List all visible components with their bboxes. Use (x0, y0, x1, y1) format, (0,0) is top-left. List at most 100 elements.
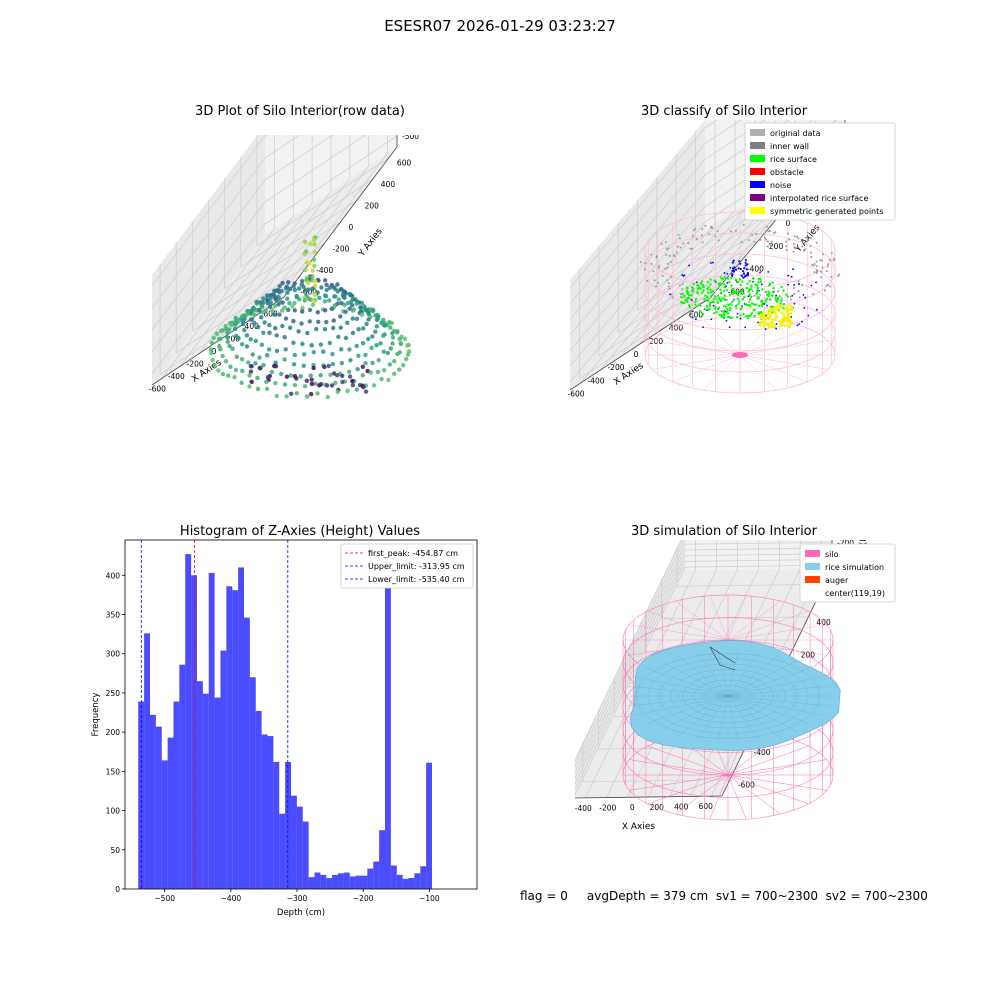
legend-label: interpolated rice surface (770, 194, 868, 203)
rice-point (732, 298, 736, 301)
rice-point (696, 284, 699, 287)
rice-point (760, 304, 764, 308)
data-point (311, 257, 317, 262)
silo-center (732, 352, 748, 358)
symmetric-point (788, 303, 792, 307)
noise-point (787, 274, 790, 277)
data-point (227, 343, 232, 349)
data-point (264, 293, 270, 298)
gridline (574, 566, 686, 796)
rice-point (681, 292, 684, 295)
data-point (304, 288, 309, 294)
y-tick-label: 400 (106, 571, 121, 580)
silo-floor-line (709, 774, 729, 820)
plot4-3d-simulation: -400-20002004006006004002000-200-400-600… (574, 540, 896, 832)
original-point (643, 268, 646, 271)
data-point (230, 346, 235, 351)
data-point (350, 308, 356, 313)
data-point (310, 302, 316, 308)
data-point (395, 351, 400, 357)
symmetric-point (790, 320, 794, 324)
data-point (364, 321, 369, 327)
legend-frame (799, 543, 896, 603)
data-point (309, 391, 314, 397)
rice-point (770, 294, 774, 297)
rice-point (756, 284, 759, 287)
rice-point (782, 289, 785, 292)
data-point (277, 312, 282, 317)
silo-top-line (727, 600, 781, 641)
gridline (574, 555, 686, 784)
original-point (793, 235, 796, 238)
original-point (655, 255, 658, 258)
original-point (826, 265, 829, 268)
rice-point (756, 287, 759, 290)
silo-floor-line (727, 774, 809, 805)
data-point (374, 324, 379, 329)
data-point (288, 286, 293, 292)
data-point (254, 301, 260, 306)
noise-point (681, 274, 684, 276)
histogram-bar (396, 874, 403, 889)
gridline (684, 541, 833, 545)
original-point (664, 267, 667, 270)
original-point (815, 269, 818, 272)
rice-point (706, 291, 710, 294)
rice-point (709, 295, 713, 298)
noise-point (706, 309, 708, 312)
original-point (789, 298, 792, 301)
y-axis-label: Frequency (91, 693, 101, 737)
rice-mesh-line (727, 650, 760, 697)
original-point (650, 262, 653, 265)
histogram-bar (208, 572, 215, 889)
noise-point (742, 272, 746, 275)
rice-point (721, 278, 725, 281)
gridline (574, 561, 686, 790)
rice-point (748, 293, 752, 296)
data-point (236, 335, 241, 341)
histogram-bar (255, 710, 262, 889)
x-tick-label: -400 (168, 372, 185, 381)
rice-point (742, 292, 745, 295)
data-point (313, 381, 318, 386)
noise-point (793, 302, 796, 305)
rice-point (741, 298, 745, 301)
rice-point (692, 282, 696, 286)
original-point (796, 235, 799, 238)
rice-point (736, 280, 740, 284)
y-tick-label: 200 (106, 728, 121, 737)
noise-point (760, 283, 763, 286)
original-point (759, 238, 762, 241)
rice-point (767, 294, 770, 298)
rice-mesh-line (627, 685, 729, 697)
y-tick-label: 200 (365, 202, 380, 211)
legend-swatch (750, 168, 765, 175)
data-point (264, 386, 270, 392)
histogram-bar (167, 737, 174, 889)
original-point (689, 247, 692, 250)
data-point (336, 334, 341, 339)
rice-mesh-line (696, 695, 729, 742)
silo-floor-line (652, 340, 741, 356)
data-point (260, 304, 265, 310)
data-point (405, 352, 411, 357)
data-point (297, 297, 302, 302)
original-point (774, 296, 777, 299)
data-point (291, 318, 296, 324)
data-point (361, 384, 366, 390)
rice-point (753, 314, 756, 318)
original-point (729, 230, 732, 233)
data-point (350, 316, 355, 321)
plot3-histogram: −500 −400 −300 −200 −100 0 50 100 150 200 250 300 35… (91, 539, 478, 918)
data-point (292, 300, 297, 306)
original-point (751, 234, 754, 237)
rice-point (757, 277, 761, 281)
rice-point (716, 300, 719, 303)
y-tick-label: 100 (106, 807, 121, 816)
noise-point (791, 294, 794, 297)
gridline (151, 135, 266, 287)
rice-mesh-line (727, 695, 829, 707)
histogram-bar (155, 726, 162, 889)
data-point (347, 374, 353, 379)
rice-point (748, 288, 751, 292)
